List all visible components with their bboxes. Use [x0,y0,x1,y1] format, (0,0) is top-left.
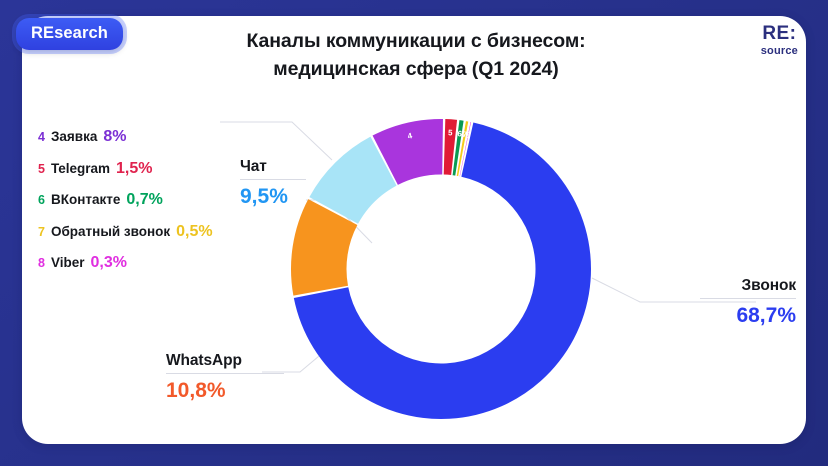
legend-item-value: 1,5% [115,159,153,177]
donut-slice [372,118,443,185]
callout-zvonok-value: 68,7% [736,304,796,327]
legend-item-label: ВКонтакте [50,192,121,207]
legend-item-label: Telegram [50,160,110,176]
legend-item-value: 0,5% [176,222,213,240]
resource-logo: RE: source [761,24,798,57]
donut-slice [452,120,464,176]
research-badge[interactable]: REsearch [16,18,123,50]
legend-item-number: 7 [38,224,45,239]
donut-slice-number: 4 [407,131,414,141]
badge-suffix: search [54,24,108,42]
donut-chart: 4 5 6 78 [220,118,756,420]
callout-whatsapp-label: WhatsApp [166,352,242,369]
callout-zvonok: Звонок 68,7% [700,277,796,328]
callout-zvonok-label: Звонок [741,277,797,294]
donut-slice [459,121,472,177]
callout-zvonok-rule [700,298,796,299]
legend-item: 6 ВКонтакте 0,7% [38,191,213,223]
donut-slice [291,199,358,296]
donut-slice-numbers: 4 5 6 78 [407,128,472,141]
donut-slice-number: 8 [465,130,472,140]
legend-item: 4 Заявка 8% [38,128,213,160]
callout-chat-value: 9,5% [240,185,288,208]
callout-whatsapp: WhatsApp 10,8% [166,352,284,403]
legend-item-number: 5 [38,161,45,176]
callout-whatsapp-rule [166,373,284,374]
donut-slice-number: 6 [457,129,463,139]
logo-line-1: RE: [762,23,797,44]
donut-slice [309,136,397,224]
donut-slice-number: 5 [448,128,454,137]
legend-item-label: Обратный звонок [50,223,171,239]
legend-item-number: 4 [38,130,45,144]
donut-slice-number: 7 [462,130,468,140]
badge-prefix: RE [31,24,55,42]
legend-list: 4 Заявка 8% 5 Telegram 1,5% 6 ВКонтакте 0,7% 7 Обр… [38,128,213,286]
legend-item-value: 8% [103,128,127,145]
donut-slices [291,118,591,420]
title-line-1: Каналы коммуникации с бизнесом: [246,30,586,52]
logo-line-2: source [760,45,798,57]
legend-item-number: 6 [38,193,45,207]
title-line-2: медицинская сфера (Q1 2024) [273,57,559,80]
legend-item: 5 Telegram 1,5% [38,160,213,192]
legend-item: 7 Обратный звонок 0,5% [38,223,213,255]
callout-chat-label: Чат [240,158,267,175]
callout-chat: Чат 9,5% [240,158,306,209]
page-title: Каналы коммуникации с бизнесом: медицинс… [190,28,642,83]
donut-slice [293,122,591,420]
legend-item-label: Viber [50,255,85,270]
legend-item-value: 0,7% [126,191,163,208]
callout-chat-rule [240,179,306,180]
donut-slice [456,121,469,177]
legend-item: 8 Viber 0,3% [38,254,213,286]
legend-item-number: 8 [38,256,45,270]
donut-slice [443,119,458,176]
legend-item-value: 0,3% [90,254,127,271]
legend-item-label: Заявка [50,129,98,144]
callout-whatsapp-value: 10,8% [166,379,226,402]
